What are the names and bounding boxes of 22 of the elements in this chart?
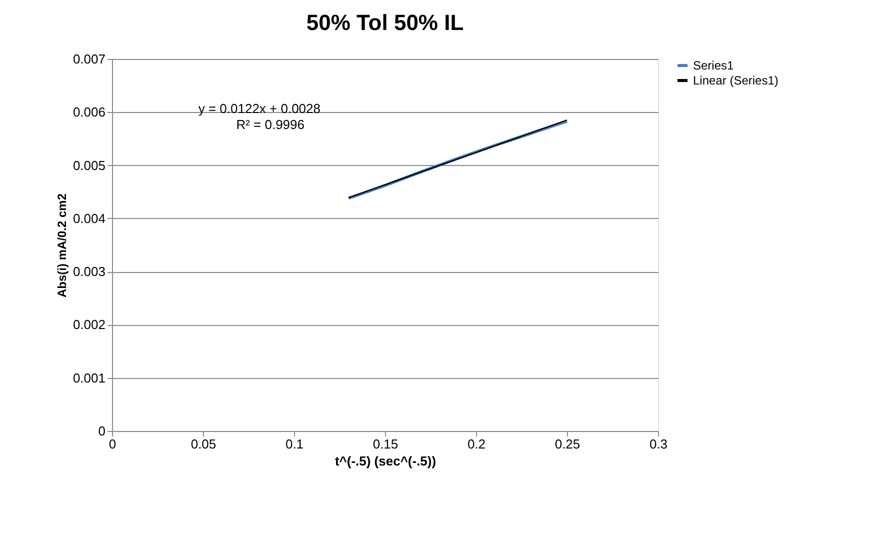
y-tick-label: 0.003: [72, 264, 106, 280]
x-tick-label: 0.25: [554, 436, 580, 452]
legend-label: Linear (Series1): [693, 74, 778, 88]
y-tick-label: 0.006: [72, 104, 106, 120]
y-tick-label: 0: [98, 424, 106, 438]
x-tick-label: 0.2: [467, 436, 486, 452]
y-tick-label: 0.002: [72, 317, 106, 332]
x-tick-label: 0.05: [190, 436, 216, 452]
x-tick-label: 0.1: [285, 436, 304, 452]
legend-label: Series1: [693, 58, 734, 72]
y-tick-label: 0.005: [72, 158, 106, 173]
x-tick-label: 0.15: [372, 436, 398, 452]
y-tick-label: 0.007: [72, 52, 106, 66]
y-tick-label: 0.004: [72, 210, 106, 226]
x-axis-title: t^(-.5) (sec^(-.5)): [334, 454, 436, 468]
annotation: y = 0.0122x + 0.0028: [198, 101, 320, 116]
annotation: R² = 0.9996: [236, 117, 304, 132]
x-tick-label: 0: [108, 436, 116, 452]
x-tick-label: 0.3: [649, 436, 668, 452]
y-axis-title: Abs(i) mA/0.2 cm2: [54, 193, 69, 298]
y-tick-label: 0.001: [72, 370, 106, 386]
chart-title: 50% Tol 50% IL: [306, 10, 464, 35]
